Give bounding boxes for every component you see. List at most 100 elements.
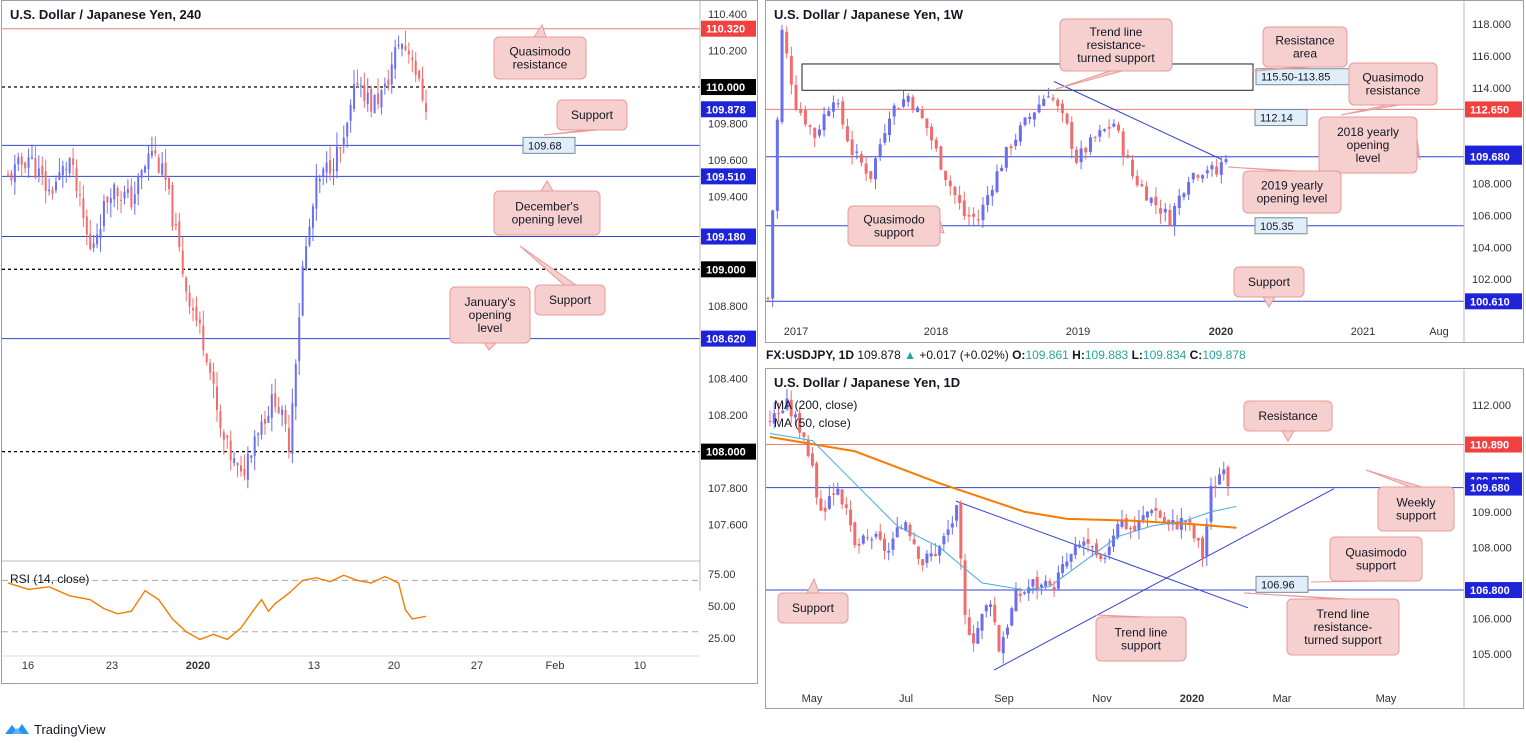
d1-candle-body (1150, 510, 1154, 513)
w1-candle-body (780, 29, 784, 122)
w1-callout-2019-box (1242, 170, 1342, 214)
w1-candle-body (930, 126, 934, 141)
h4-callout-january-pointer (483, 342, 498, 351)
h4-candle-body (370, 88, 373, 112)
h4-candle-body (236, 462, 239, 466)
h4-candle-body (335, 146, 338, 172)
w1-callout-trendline-text: resistance- (1087, 38, 1146, 52)
d1-candle-body (819, 498, 823, 511)
w1-callout-support-text: Support (1248, 275, 1291, 289)
w1-level-tag-4 (1465, 293, 1522, 310)
h4-level-label-6: 109.000 (706, 264, 746, 276)
h4-chart-panel[interactable]: 110.320 110.000 109.878 109.510 109.180 109.0… (1, 0, 758, 684)
h4-candle-body (394, 47, 397, 69)
h4-candle-body (212, 371, 215, 384)
d1-candle-body (1103, 558, 1107, 560)
tradingview-brand[interactable]: TradingView (4, 718, 106, 740)
d1-candle-body (1095, 543, 1099, 556)
h4-candle-body (239, 465, 242, 472)
h4-candle-body (27, 157, 30, 168)
w1-callout-2019-text: 2019 yearly (1261, 179, 1323, 193)
h4-candle-body (137, 176, 140, 194)
d1-callout-trendline-resistance-text: Trend line (1317, 607, 1370, 621)
d1-candle-body (1184, 521, 1188, 523)
w1-callout-2019-pointer (1227, 166, 1299, 172)
h4-candle-body (404, 45, 407, 50)
h4-candle-body (267, 415, 270, 423)
h4-candle-body (411, 57, 414, 61)
d1-candle-body (1133, 525, 1137, 531)
d1-x-tick-label: May (1376, 693, 1397, 705)
h4-level-tag-7 (701, 330, 756, 347)
d1-x-tick-label: Nov (1092, 693, 1112, 705)
h4-candle-body (397, 44, 400, 46)
h4-candle-body (356, 82, 359, 86)
h4-candle-body (34, 158, 37, 179)
h4-candle-body (123, 191, 126, 199)
w1-candle-body (850, 139, 854, 155)
d1-chart[interactable]: 110.890109.878109.680106.800112.000109.0… (766, 369, 1523, 709)
w1-candle-body (1023, 117, 1027, 125)
w1-candle-body (831, 102, 835, 112)
ohlc-bar: FX:USDJPY, 1D 109.878 ▲ +0.017 (+0.02%) … (766, 348, 1246, 362)
h4-candle-body (342, 137, 345, 145)
h4-candle-body (325, 162, 328, 173)
h4-candle-body (140, 170, 143, 178)
d1-chart-panel[interactable]: 110.890109.878109.680106.800112.000109.0… (765, 368, 1524, 709)
w1-candle-body (803, 110, 807, 125)
d1-candle-body (1001, 637, 1005, 654)
d1-candle-body (832, 493, 836, 495)
h4-callout-support-2: Support (519, 245, 606, 316)
w1-candle-body (981, 204, 985, 221)
d1-candle-body (1196, 538, 1200, 541)
w1-y-tick-label: 114.000 (1472, 83, 1511, 95)
d1-callout-weekly-support-box (1377, 486, 1455, 532)
tradingview-logo-icon (5, 724, 29, 734)
w1-candle-body (972, 213, 976, 217)
d1-callout-trendline-support-text: support (1121, 639, 1162, 653)
h4-candle-body (270, 394, 273, 418)
h4-y-tick-label: 108.400 (708, 374, 748, 386)
ohlc-low: 109.834 (1142, 348, 1187, 362)
h4-candle-body (51, 189, 54, 194)
h4-level-tag-4 (701, 168, 756, 185)
h4-callout-qm-resistance-box (493, 36, 587, 80)
w1-candle-body (1163, 208, 1167, 213)
w1-candle-body (799, 108, 803, 113)
w1-candle-body (855, 151, 859, 153)
d1-candle-body (891, 538, 895, 550)
w1-candle-body (1074, 149, 1078, 163)
d1-candle-body (1039, 584, 1043, 588)
h4-chart[interactable]: 110.320 110.000 109.878 109.510 109.180 109.0… (2, 1, 757, 683)
ohlc-close: 109.878 (1202, 348, 1246, 362)
w1-chart[interactable]: 112.650109.878109.680100.610118.000116.0… (766, 1, 1523, 349)
w1-callout-2018-box (1318, 116, 1418, 174)
h4-candle-body (72, 158, 75, 165)
d1-candle-body (1048, 580, 1052, 586)
h4-level-tag-6 (701, 261, 756, 278)
d1-ma200-line (769, 436, 1237, 529)
rsi-tick-label: 25.00 (708, 633, 736, 645)
w1-tag-105-35-box (1254, 217, 1308, 235)
d1-candle-body (768, 421, 772, 423)
w1-candle-body (1196, 175, 1200, 178)
w1-chart-panel[interactable]: 112.650109.878109.680100.610118.000116.0… (765, 0, 1524, 349)
w1-candle-body (925, 118, 929, 129)
h4-candle-body (401, 44, 404, 49)
d1-candle-body (938, 546, 942, 556)
h4-candle-body (353, 84, 356, 109)
w1-candle-body (967, 214, 971, 217)
d1-candle-body (1226, 466, 1230, 487)
w1-candle-body (1215, 166, 1219, 175)
h4-tag-109-68: 109.68 (528, 140, 562, 152)
w1-candle-body (883, 133, 887, 143)
h4-x-tick-label: 23 (106, 660, 118, 672)
h4-candle-body (174, 223, 177, 226)
h4-candle-body (7, 174, 9, 176)
w1-candle-body (845, 126, 849, 142)
h4-candle-body (198, 319, 201, 324)
h4-candle-body (229, 440, 232, 461)
h4-candle-body (68, 158, 71, 173)
